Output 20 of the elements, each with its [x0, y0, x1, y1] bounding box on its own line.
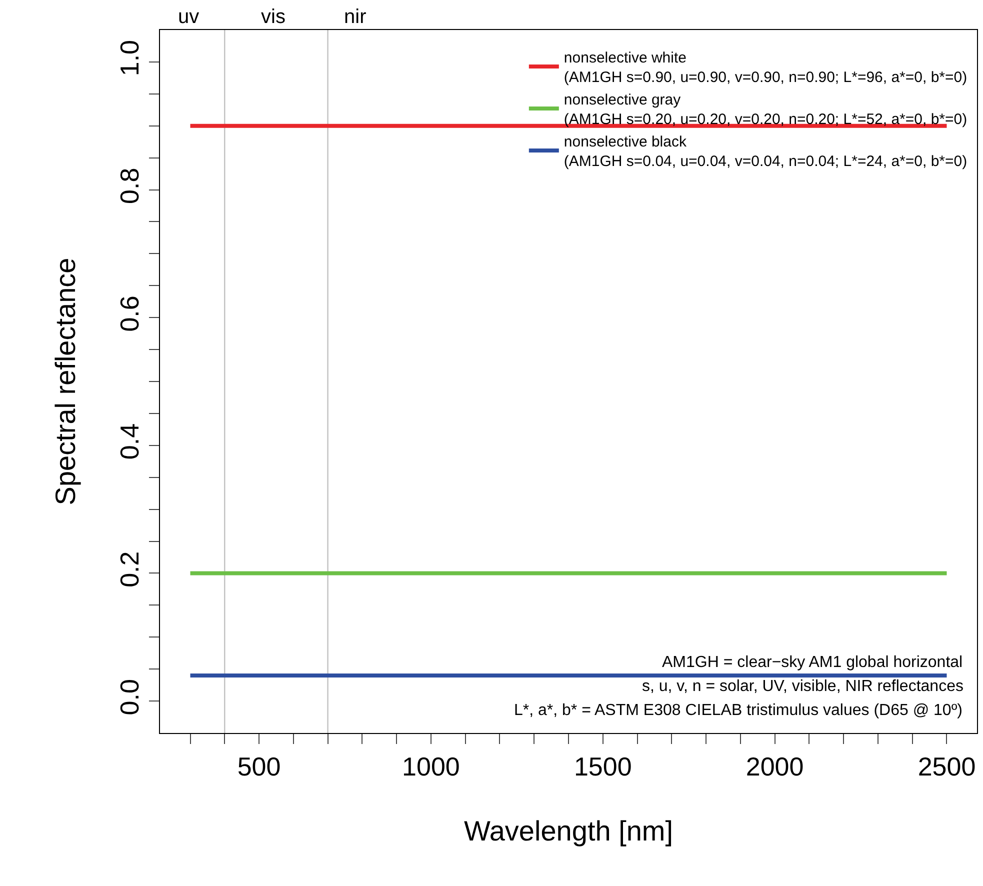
text: nir: [344, 6, 367, 28]
x-tick-label: 2500: [918, 751, 976, 782]
text: uv: [178, 6, 200, 28]
y-tick-label: 0.8: [114, 168, 144, 204]
y-tick-label: 0.2: [114, 551, 144, 588]
y-tick-label: 0.6: [114, 296, 144, 332]
y-axis-title: Spectral reflectance: [50, 258, 82, 506]
legend-label: nonselective white (AM1GH s=0.90, u=0.90, v=0.90, n=0.90; L*=96, a*=0, b*=0): [564, 50, 968, 86]
y-tick-label: 0.0: [114, 679, 144, 716]
x-tick-label: 1000: [402, 751, 460, 782]
legend-label: nonselective gray (AM1GH s=0.20, u=0.20, v=0.20, n=0.20; L*=52, a*=0, b*=0): [564, 92, 968, 128]
x-axis-title: Wavelength [nm]: [464, 815, 674, 846]
x-tick-label: 1500: [574, 751, 632, 782]
annotation: AM1GH = clear−sky AM1 global horizontal s, u, v, n = solar, UV, visible, NIR reflectances L*, a*, b* = ASTM E308 CIELAB tristimulus values (D65 @ 10º): [514, 654, 964, 719]
y-tick-label: 0.4: [114, 423, 144, 460]
x-tick-label: 500: [237, 751, 281, 782]
text: vis: [261, 6, 286, 28]
y-tick-label: 1.0: [114, 40, 144, 76]
legend-label: nonselective black (AM1GH s=0.04, u=0.04, v=0.04, n=0.04; L*=24, a*=0, b*=0): [564, 134, 968, 170]
x-tick-label: 2000: [746, 751, 804, 782]
